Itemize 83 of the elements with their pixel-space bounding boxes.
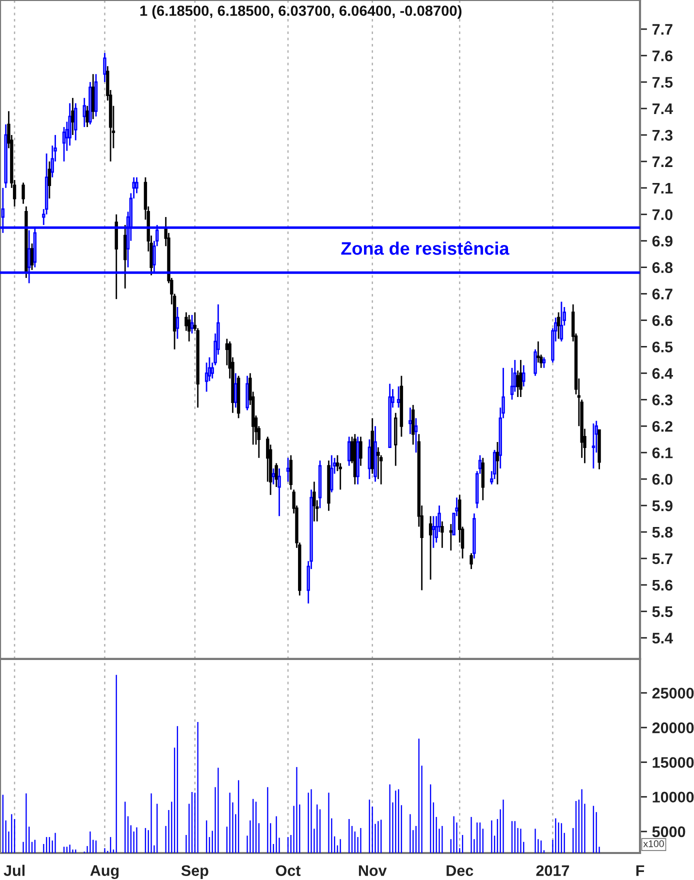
candlestick xyxy=(312,481,316,522)
y-tick-label: 6.4 xyxy=(652,368,673,379)
y-tick-label: 7.6 xyxy=(652,50,672,62)
x-tick-label: Dec xyxy=(446,865,474,876)
candlestick xyxy=(359,436,362,467)
candlestick xyxy=(272,468,276,486)
candlestick xyxy=(428,515,432,580)
y-tick-label: 6.2 xyxy=(652,420,672,432)
candlestick xyxy=(82,97,86,128)
candlestick xyxy=(103,52,106,83)
candlestick xyxy=(396,386,400,408)
y-tick-label: 5.6 xyxy=(652,580,672,591)
candlestick xyxy=(560,301,564,342)
candlestick xyxy=(414,417,418,454)
y-tick-label: 5.4 xyxy=(652,632,673,644)
candlestick xyxy=(330,454,334,493)
candlestick xyxy=(289,454,293,490)
candlestick xyxy=(470,552,473,570)
candlestick xyxy=(278,468,281,517)
y-tick-label: 6.5 xyxy=(652,342,673,352)
candlestick xyxy=(234,372,238,408)
candlestick xyxy=(22,182,25,204)
y-tick-label: 7.5 xyxy=(652,77,673,88)
candlestick xyxy=(368,438,372,480)
candlestick xyxy=(91,73,95,120)
y-tick-label: 7.1 xyxy=(652,182,673,194)
candlestick xyxy=(86,105,89,128)
candlestick xyxy=(440,520,444,549)
candlestick xyxy=(190,314,194,334)
candlestick xyxy=(204,362,208,392)
y-tick-label: 5.8 xyxy=(652,526,673,538)
candlestick xyxy=(71,97,74,136)
candlestick xyxy=(592,422,596,470)
candlestick xyxy=(48,160,52,200)
y-tick-label: 7.0 xyxy=(652,209,672,220)
y-tick-label: 5.7 xyxy=(652,553,672,564)
candlestick xyxy=(432,515,436,549)
candlestick xyxy=(542,356,546,369)
candlestick xyxy=(123,224,127,290)
y-tick-label: 7.7 xyxy=(652,24,672,35)
candlestick xyxy=(274,462,278,488)
chart-title: 1 (6.18500, 6.18500, 6.03700, 6.06400, -0.08700) xyxy=(140,5,462,19)
y-tick-label: 6.6 xyxy=(652,315,672,326)
x-tick-label: Jul xyxy=(4,864,24,876)
candlestick xyxy=(556,312,560,340)
y-tick-label: 6.9 xyxy=(652,236,672,247)
candlestick xyxy=(519,359,522,398)
y-tick-label: 5000 xyxy=(652,826,686,838)
y-tick-label: 6.7 xyxy=(652,288,672,300)
candlestick xyxy=(408,406,412,435)
x-tick-label: Aug xyxy=(90,865,119,880)
candlestick xyxy=(30,242,34,271)
y-tick-label: 6.1 xyxy=(652,447,673,458)
candlestick xyxy=(348,436,351,467)
y-tick-label: 5.9 xyxy=(652,500,672,512)
candlestick xyxy=(522,364,526,388)
candlestick xyxy=(496,441,500,486)
candlestick xyxy=(187,314,191,342)
y-tick-label: 5.5 xyxy=(652,606,673,618)
candlestick xyxy=(534,348,537,377)
candlestick xyxy=(481,457,485,501)
y-tick-label: 6.3 xyxy=(652,394,672,406)
y-tick-label: 7.4 xyxy=(652,104,673,114)
y-tick-label: 7.3 xyxy=(652,130,672,141)
y-tick-label: 10000 xyxy=(652,792,694,803)
y-tick-label: 7.2 xyxy=(652,156,672,167)
y-tick-label: 20000 xyxy=(652,722,694,734)
annotation: Zona de resistência xyxy=(341,241,510,255)
x-tick-label: Nov xyxy=(358,865,387,876)
y-tick-label: 6.0 xyxy=(652,474,672,485)
y-tick-label: 25000 xyxy=(652,688,694,699)
candlestick xyxy=(176,306,180,340)
text: x100 xyxy=(643,840,664,848)
candlestick xyxy=(246,375,249,411)
x-tick-label: Sep xyxy=(181,865,208,880)
candlestick xyxy=(286,457,290,482)
y-tick-label: 6.8 xyxy=(652,262,673,274)
candlestick xyxy=(74,102,78,141)
y-tick-label: 15000 xyxy=(652,757,694,768)
x-tick-label: Oct xyxy=(276,865,301,876)
candlestick xyxy=(412,404,415,446)
x-tick-label: 2017 xyxy=(536,865,570,876)
x-tick-label: F xyxy=(636,865,644,876)
